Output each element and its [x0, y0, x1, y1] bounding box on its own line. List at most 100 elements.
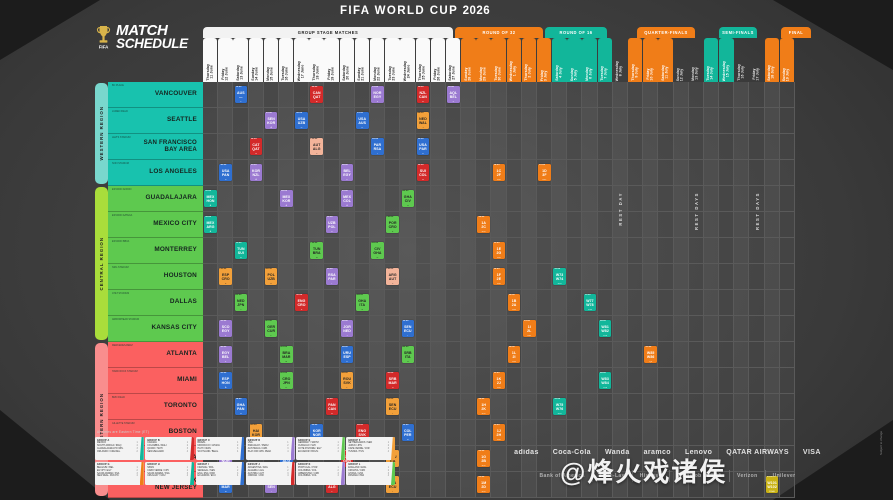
- match-cell[interactable]: 18:00 ROU SVK L: [340, 372, 354, 389]
- match-cell[interactable]: 15:00 USA AUS D: [355, 112, 369, 129]
- date-column-header[interactable]: Friday 17 July: [749, 38, 763, 82]
- match-cell[interactable]: 18:00 JOR NED J: [340, 320, 354, 337]
- match-cell[interactable]: 18:00 1C 2F R32: [492, 164, 506, 181]
- match-cell[interactable]: 15:00 PAN CAN B: [325, 398, 339, 415]
- city-row[interactable]: ESTADIO BBVA MONTERREY: [108, 238, 203, 264]
- date-column-header[interactable]: Friday 12 June: [218, 38, 233, 82]
- match-cell[interactable]: 12:00 AQL BEL F: [447, 86, 460, 103]
- match-cell[interactable]: 18:00 GHA ITA G: [355, 294, 369, 311]
- match-cell[interactable]: 12:00 USA PAR D: [416, 138, 430, 155]
- match-cell[interactable]: 15:00 MEX COL A: [340, 190, 354, 207]
- match-cell[interactable]: 18:00 USA UZB D: [295, 112, 308, 129]
- match-cell[interactable]: 15:00 NOR EGY F: [371, 86, 384, 103]
- date-column-header[interactable]: Friday 3 July: [536, 38, 552, 82]
- group-box[interactable]: GROUP H SPAIN 1 CABO VERDE / CPV 2 SAUDI ARAB…: [145, 461, 194, 485]
- match-cell[interactable]: 15:00 W85 W86 QF: [644, 346, 657, 363]
- match-cell[interactable]: 18:00 W83 W84 R16: [598, 372, 612, 389]
- group-box[interactable]: GROUP C BRAZIL 1 MOROCCO / GHANA 2 HAITI / IR…: [195, 437, 245, 461]
- match-cell[interactable]: 12:00 SCO EGY F: [219, 320, 232, 337]
- match-cell[interactable]: 18:00 CIV GHA G: [371, 242, 384, 259]
- match-cell[interactable]: 15:00 BRA MAR H: [280, 346, 293, 363]
- city-row[interactable]: LUMEN FIELD SEATTLE: [108, 108, 203, 134]
- match-cell[interactable]: 18:00 USA PAN D: [219, 164, 232, 181]
- group-box[interactable]: GROUP B CANADA 1 COLOMBIA / MALI 2 QATAR / HA…: [145, 437, 194, 461]
- match-cell[interactable]: 15:00 1K 2J R32: [492, 372, 506, 389]
- match-cell[interactable]: 12:00 MEX HON A: [204, 190, 217, 207]
- match-cell[interactable]: 12:00 COL PER H: [401, 424, 415, 441]
- match-cell[interactable]: 18:00 URU ESP K: [340, 346, 354, 363]
- match-cell[interactable]: 15:00 1E 2G R32: [492, 242, 506, 259]
- match-cell[interactable]: 18:00 EGY BEL F: [219, 346, 232, 363]
- group-box[interactable]: GROUP I FRANCE / FRA 1 SENEGAL / SEN 2 ENG. R…: [195, 461, 245, 485]
- match-cell[interactable]: 18:00 GHA PAN G: [234, 398, 248, 415]
- match-cell[interactable]: 18:00 POL UZB D: [264, 268, 278, 285]
- match-cell[interactable]: 18:00 NZL CAN B: [416, 86, 430, 103]
- date-column-header[interactable]: Saturday 27 June: [445, 38, 461, 82]
- match-cell[interactable]: 18:00 POR CRO K: [386, 216, 399, 233]
- date-column-header[interactable]: Monday 13 July: [689, 38, 703, 82]
- date-column-header[interactable]: Saturday 18 July: [764, 38, 780, 82]
- match-cell[interactable]: 15:00 1M 2D R32: [477, 476, 490, 493]
- date-column-header[interactable]: Thursday 25 June: [415, 38, 430, 82]
- match-cell[interactable]: 12:00 TUN BRA H: [310, 242, 324, 259]
- match-cell[interactable]: 15:00 UZB POL D: [325, 216, 339, 233]
- group-box[interactable]: GROUP J ARGENTINA / ARG 1 ALGERIA / ALG 2 AUS…: [245, 461, 295, 485]
- date-column-header[interactable]: Wednesday 8 July: [613, 38, 627, 82]
- match-cell[interactable]: 18:00 1L 2I R32: [507, 346, 521, 363]
- group-box[interactable]: GROUP E GERMANY / SWITZ. 1 CURACAO / SVK 2 CO…: [296, 437, 345, 461]
- match-cell[interactable]: 18:00 BEL EGY F: [340, 164, 354, 181]
- date-column-header[interactable]: Wednesday 15 July: [719, 38, 734, 82]
- date-column-header[interactable]: Saturday 20 June: [339, 38, 355, 82]
- city-row[interactable]: NRG STADIUM HOUSTON: [108, 264, 203, 290]
- date-column-header[interactable]: Saturday 4 July: [552, 38, 567, 82]
- date-column-header[interactable]: Saturday 11 July: [658, 38, 673, 82]
- match-cell[interactable]: 18:00 1B 2A R32: [507, 294, 521, 311]
- date-column-header[interactable]: Friday 19 June: [324, 38, 339, 82]
- match-cell[interactable]: 15:00 1D 3F R32: [538, 164, 551, 181]
- date-column-header[interactable]: Tuesday 16 June: [278, 38, 294, 82]
- date-column-header[interactable]: Monday 6 July: [582, 38, 597, 82]
- group-box[interactable]: GROUP L ENGLAND / ENG 1 CROATIA / CRO 2 GHANA…: [346, 461, 395, 485]
- match-cell[interactable]: 18:00 NED WAL J: [416, 112, 430, 129]
- city-row[interactable]: AT&T STADIUM DALLAS: [108, 290, 203, 316]
- group-box[interactable]: GROUP D USA 1 PARAGUAY / PERU 2 AUSTRALIA / U…: [245, 437, 295, 461]
- match-cell[interactable]: 15:00 GER CUR L: [264, 320, 278, 337]
- match-cell[interactable]: 18:00 1A 2C R32: [477, 216, 490, 233]
- match-cell[interactable]: 15:00 CRO JPN K: [280, 372, 293, 389]
- match-cell[interactable]: 15:00 TUN SUI H: [234, 242, 248, 259]
- match-cell[interactable]: 12:00 GHA CIV G: [401, 190, 415, 207]
- city-row[interactable]: BC PLACE VANCOUVER: [108, 82, 203, 108]
- date-column-header[interactable]: Thursday 16 July: [734, 38, 748, 82]
- match-cell[interactable]: 18:00 W81 W82 R16: [598, 320, 612, 337]
- match-cell[interactable]: 12:00 SRB ITA G: [401, 346, 415, 363]
- date-column-header[interactable]: Thursday 2 July: [521, 38, 537, 82]
- match-cell[interactable]: 12:00 SEN ECU I: [401, 320, 415, 337]
- match-cell[interactable]: 15:00 NED JPN J: [234, 294, 248, 311]
- match-cell[interactable]: 18:00 1H 2K R32: [477, 398, 490, 415]
- date-column-header[interactable]: Sunday 21 June: [354, 38, 370, 82]
- match-cell[interactable]: 12:00 ESP CRO K: [219, 268, 232, 285]
- match-cell[interactable]: 18:00 MEX KOR A: [280, 190, 293, 207]
- date-column-header[interactable]: Tuesday 23 June: [385, 38, 400, 82]
- date-column-header[interactable]: Friday 26 June: [430, 38, 446, 82]
- match-cell[interactable]: 12:00 SUI COL H: [416, 164, 430, 181]
- date-column-header[interactable]: Sunday 19 July: [779, 38, 795, 82]
- group-box[interactable]: GROUP A MEXICO 1 SOUTH AFRICA / IRAQ 4 GUADAL…: [95, 437, 144, 461]
- match-cell[interactable]: 15:00 W101 W102 FINAL: [765, 476, 779, 493]
- city-row[interactable]: ARROWHEAD STADIUM KANSAS CITY: [108, 316, 203, 342]
- city-row[interactable]: ESTADIO AKRON GUADALAJARA: [108, 186, 203, 212]
- match-cell[interactable]: 12:00 1G 2B R32: [477, 450, 490, 467]
- match-cell[interactable]: 15:00 AUT ALG C: [310, 138, 324, 155]
- group-box[interactable]: GROUP F NETHERLANDS / NED 1 JAPAN / JPN 2 CAP…: [346, 437, 395, 461]
- date-column-header[interactable]: Wednesday 1 July: [506, 38, 522, 82]
- match-cell[interactable]: 12:00 SRB MAR G: [386, 372, 399, 389]
- match-cell[interactable]: 12:00 SEN ECU I: [386, 398, 399, 415]
- match-cell[interactable]: 18:00 PAR RSA I: [371, 138, 384, 155]
- match-cell[interactable]: 15:00 W77 W78 R16: [583, 294, 597, 311]
- match-cell[interactable]: 15:00 W75 W76 R16: [553, 398, 566, 415]
- date-column-header[interactable]: Monday 15 June: [263, 38, 279, 82]
- match-cell[interactable]: 18:00 MEX ARG A: [204, 216, 217, 233]
- match-cell[interactable]: 15:00 1J 2H R32: [492, 424, 506, 441]
- match-cell[interactable]: 15:00 W73 W74 R16: [553, 268, 566, 285]
- match-cell[interactable]: 12:00 1F 2E R32: [492, 268, 506, 285]
